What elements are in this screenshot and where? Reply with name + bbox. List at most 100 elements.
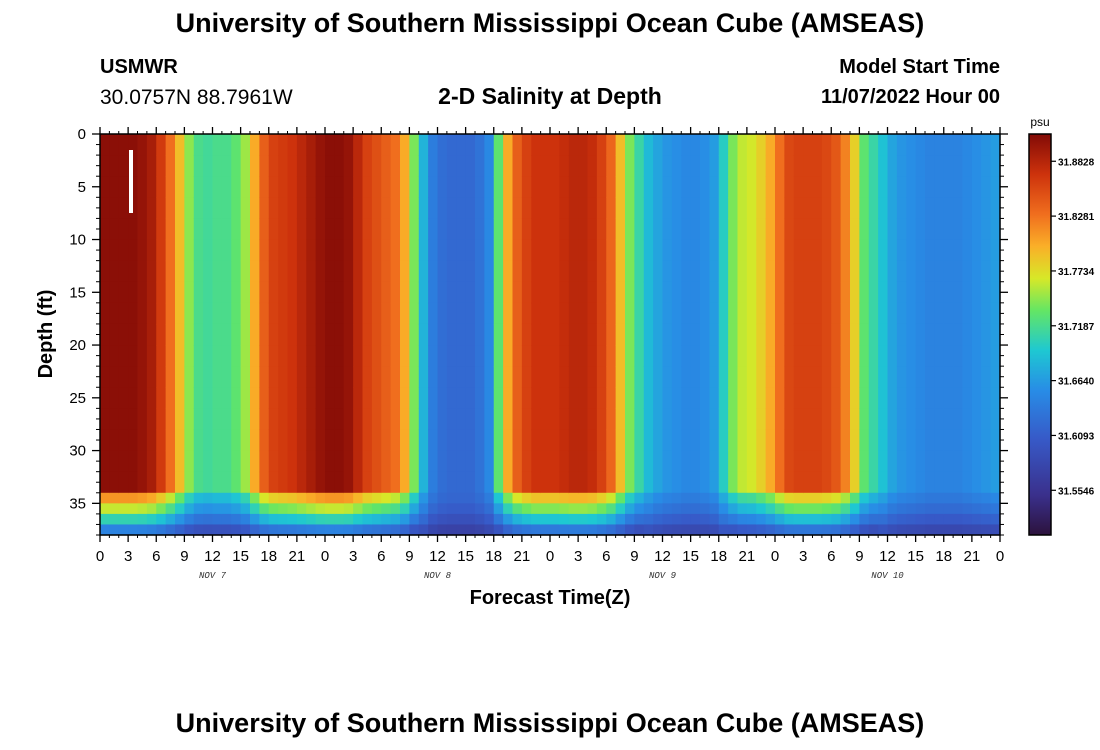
heatmap-cell [587,429,598,452]
heatmap-cell [156,345,167,367]
x-tick-label: 0 [546,548,554,565]
heatmap-cell [615,503,626,515]
heatmap-cell [962,218,973,241]
heatmap-cell [812,513,823,526]
heatmap-cell [812,176,823,198]
heatmap-cell [746,471,757,494]
heatmap-cell [362,323,373,346]
heatmap-cell [550,450,560,473]
heatmap-cell [362,492,373,504]
heatmap-cell [803,471,814,494]
heatmap-cell [578,408,589,431]
heatmap-cell [371,134,382,156]
heatmap-cell [531,471,542,494]
heatmap-cell [756,176,767,198]
heatmap-cell [231,471,242,494]
heatmap-cell [775,513,785,526]
heatmap-cell [184,302,195,325]
heatmap-cell [259,513,270,526]
heatmap-cell [653,197,664,220]
heatmap-cell [578,345,589,367]
heatmap-cell [915,366,926,388]
heatmap-cell [428,524,439,536]
heatmap-cell [943,260,954,283]
heatmap-cell [221,429,232,452]
heatmap-cell [971,408,982,431]
x-tick-label: 3 [574,548,582,565]
heatmap-cell [381,218,392,241]
heatmap-cell [746,302,757,325]
heatmap-cell [118,524,129,536]
heatmap-cell [671,345,682,367]
heatmap-cell [296,366,307,388]
heatmap-cell [325,513,335,526]
heatmap-cell [540,503,551,515]
heatmap-cell [878,176,889,198]
heatmap-cell [559,366,570,388]
heatmap-cell [559,450,570,473]
heatmap-cell [109,471,120,494]
heatmap-cell [906,176,917,198]
heatmap-cell [896,218,907,241]
heatmap-cell [203,239,214,262]
heatmap-cell [850,503,860,515]
heatmap-cell [306,134,317,156]
heatmap-cell [700,345,710,367]
heatmap-cell [118,260,129,283]
heatmap-cell [381,302,392,325]
heatmap-cell [531,345,542,367]
heatmap-cell [596,429,607,452]
heatmap-cell [971,429,982,452]
heatmap-cell [109,155,120,177]
heatmap-cell [296,387,307,409]
heatmap-cell [203,260,214,283]
heatmap-cell [550,345,560,367]
heatmap-cell [184,323,195,346]
heatmap-cell [212,197,223,220]
heatmap-cell [221,323,232,346]
heatmap-cell [981,239,992,262]
heatmap-cell [381,492,392,504]
heatmap-cell [803,281,814,304]
heatmap-cell [231,302,242,325]
heatmap-cell [456,197,467,220]
heatmap-cell [643,302,654,325]
heatmap-cell [615,323,626,346]
heatmap-cell [278,345,289,367]
heatmap-cell [315,492,326,504]
heatmap-cell [578,429,589,452]
heatmap-cell [446,323,457,346]
heatmap-cell [709,134,720,156]
heatmap-cell [953,176,964,198]
heatmap-cell [671,366,682,388]
heatmap-cell [221,408,232,431]
heatmap-cell [859,302,870,325]
heatmap-cell [906,281,917,304]
heatmap-cell [128,503,139,515]
heatmap-cell [409,176,420,198]
heatmap-cell [475,281,485,304]
heatmap-cell [596,345,607,367]
heatmap-cell [625,408,635,431]
heatmap-cell [765,492,776,504]
heatmap-cell [390,513,401,526]
heatmap-cell [915,134,926,156]
heatmap-cell [156,281,167,304]
heatmap-cell [437,513,448,526]
heatmap-cell [165,345,176,367]
heatmap-cell [662,218,673,241]
heatmap-cell [390,155,401,177]
heatmap-cell [643,429,654,452]
heatmap-cell [137,155,148,177]
heatmap-cell [100,429,110,452]
heatmap-cell [212,408,223,431]
heatmap-cell [503,323,514,346]
heatmap-cell [203,408,214,431]
heatmap-cell [887,197,898,220]
heatmap-cell [203,218,214,241]
heatmap-cell [203,134,214,156]
heatmap-cell [437,218,448,241]
heatmap-cell [700,450,710,473]
heatmap-cell [578,302,589,325]
